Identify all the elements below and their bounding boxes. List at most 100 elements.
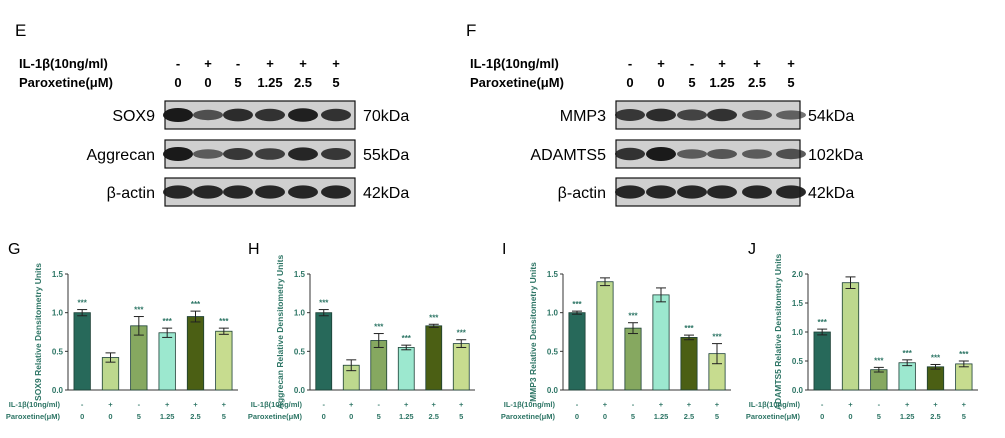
significance-label: *** <box>684 324 694 333</box>
paroxetine-value: 5 <box>459 412 463 421</box>
significance-label: *** <box>429 313 439 322</box>
blot-band <box>255 108 285 122</box>
il1b-sign: + <box>299 56 307 71</box>
bar <box>215 330 233 391</box>
y-tick-label: 2.0 <box>792 270 804 279</box>
blot-band <box>742 185 772 199</box>
bar <box>568 312 586 391</box>
significance-label: *** <box>134 306 144 315</box>
il1b-sign: + <box>432 400 437 409</box>
il1b-sign: + <box>204 56 212 71</box>
kda-label: 54kDa <box>808 108 854 125</box>
panel-letter-I: I <box>502 241 506 258</box>
paroxetine-value: 0 <box>626 75 633 90</box>
blot-band <box>163 108 193 122</box>
blot-band <box>193 149 223 159</box>
blot-band <box>677 109 707 121</box>
bar <box>926 366 945 391</box>
protein-label: ADAMTS5 <box>530 147 606 164</box>
paroxetine-value: 1.25 <box>160 412 175 421</box>
bar <box>898 362 916 391</box>
il1b-sign: + <box>332 56 340 71</box>
paroxetine-value: 2.5 <box>684 412 694 421</box>
paroxetine-value: 0 <box>349 412 353 421</box>
bar <box>813 331 831 391</box>
significance-label: *** <box>628 312 638 321</box>
kda-label: 70kDa <box>363 108 409 125</box>
kda-label: 102kDa <box>808 147 863 164</box>
y-axis-label: SOX9 Relative Densitometry Units <box>33 263 43 401</box>
paroxetine-value: 0 <box>848 412 852 421</box>
paroxetine-value: 1.25 <box>399 412 414 421</box>
blot-band <box>646 185 676 199</box>
blot-band <box>288 185 318 199</box>
il1b-sign: - <box>821 400 824 409</box>
il1b-sign: + <box>659 400 664 409</box>
blot-band <box>707 185 737 199</box>
paroxetine-value: 0 <box>322 412 326 421</box>
blot-band <box>742 110 772 120</box>
significance-label: *** <box>817 318 827 327</box>
il1b-label: IL-1β(10ng/ml) <box>9 400 61 409</box>
blot-band <box>776 185 806 199</box>
paroxetine-label: Paroxetine(μM) <box>19 75 113 90</box>
il1b-sign: - <box>576 400 579 409</box>
y-tick-label: 0.5 <box>792 357 804 366</box>
blot-band <box>615 147 645 161</box>
il1b-sign: + <box>404 400 409 409</box>
blot-band <box>255 148 285 160</box>
blot-band <box>646 147 676 161</box>
paroxetine-value: 2.5 <box>190 412 200 421</box>
paroxetine-value: 2.5 <box>930 412 940 421</box>
bar <box>397 347 415 391</box>
bar <box>870 369 888 391</box>
paroxetine-value: 2.5 <box>748 75 766 90</box>
il1b-sign: + <box>222 400 227 409</box>
il1b-label: IL-1β(10ng/ml) <box>251 400 303 409</box>
significance-label: *** <box>457 329 467 338</box>
blot-band <box>677 185 707 199</box>
significance-label: *** <box>319 299 329 308</box>
significance-label: *** <box>959 350 969 359</box>
il1b-sign: + <box>848 400 853 409</box>
paroxetine-value: 5 <box>688 75 695 90</box>
il1b-sign: + <box>108 400 113 409</box>
y-tick-label: 0.0 <box>294 386 306 395</box>
bar <box>955 363 973 391</box>
blot-band <box>163 147 193 161</box>
kda-label: 55kDa <box>363 147 409 164</box>
paroxetine-value: 0 <box>575 412 579 421</box>
blot-band <box>193 185 223 199</box>
il1b-sign: + <box>459 400 464 409</box>
il1b-sign: - <box>138 400 141 409</box>
blot-band <box>321 148 351 160</box>
blot-band <box>677 149 707 159</box>
blot-band <box>288 108 318 122</box>
il1b-sign: + <box>603 400 608 409</box>
panel-letter-J: J <box>748 241 756 258</box>
protein-label: SOX9 <box>112 108 155 125</box>
y-tick-label: 1.0 <box>52 309 64 318</box>
il1b-sign: + <box>718 56 726 71</box>
il1b-sign: + <box>165 400 170 409</box>
y-tick-label: 1.5 <box>547 270 559 279</box>
y-tick-label: 1.0 <box>294 309 306 318</box>
il1b-sign: + <box>933 400 938 409</box>
paroxetine-value: 5 <box>137 412 141 421</box>
significance-label: *** <box>402 334 412 343</box>
il1b-sign: - <box>236 56 240 71</box>
il1b-sign: + <box>349 400 354 409</box>
significance-label: *** <box>162 317 172 326</box>
bar <box>596 281 614 391</box>
significance-label: *** <box>77 299 87 308</box>
significance-label: *** <box>374 323 384 332</box>
paroxetine-value: 5 <box>332 75 339 90</box>
il1b-sign: + <box>715 400 720 409</box>
bar <box>158 332 176 391</box>
il1b-sign: - <box>690 56 694 71</box>
significance-label: *** <box>712 333 722 342</box>
panel-letter-G: G <box>8 241 20 258</box>
paroxetine-value: 0 <box>174 75 181 90</box>
il1b-sign: - <box>378 400 381 409</box>
panel-letter-E: E <box>15 21 26 40</box>
